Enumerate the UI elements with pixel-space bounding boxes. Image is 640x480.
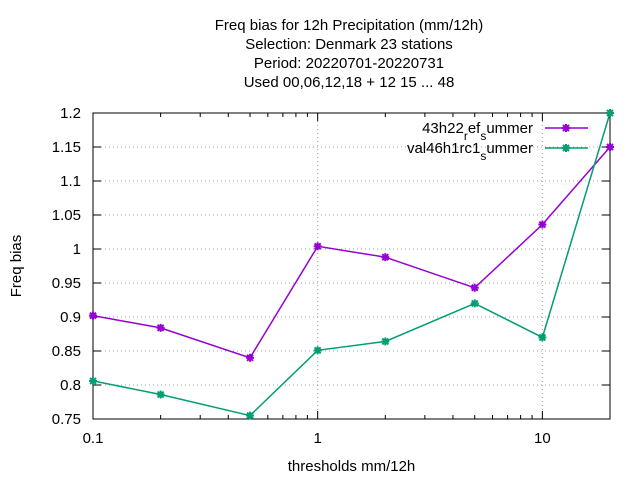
x-tick-label: 0.1 (83, 430, 104, 447)
y-tick-label: 0.85 (52, 343, 81, 360)
data-point-stroke (381, 337, 390, 346)
chart-title-line: Period: 20220701-20220731 (254, 55, 444, 72)
data-point (538, 333, 547, 342)
chart-title-line: Used 00,06,12,18 + 12 15 ... 48 (244, 74, 455, 91)
data-point-stroke (156, 390, 165, 399)
axis-ticks: 0.75 0.8 0.85 0.9 0.95 1 1.05 1.1 1.15 1.2 0.1 1 10 (52, 105, 611, 447)
data-point-stroke (606, 143, 614, 151)
legend-label-part: ummer (486, 140, 533, 157)
data-point-stroke (606, 109, 614, 117)
data-point-stroke (538, 220, 547, 229)
data-point (606, 143, 614, 151)
legend-label: 43h22refsummer (422, 120, 533, 143)
data-point-stroke (313, 242, 322, 250)
data-point (89, 376, 97, 385)
y-tick-label: 0.75 (52, 411, 81, 428)
data-point-stroke (562, 124, 570, 132)
chart-title-line: Selection: Denmark 23 stations (245, 36, 453, 53)
data-point (89, 311, 97, 320)
legend-label-part: ummer (486, 120, 533, 137)
data-point-stroke (246, 411, 254, 420)
data-point-stroke (89, 377, 97, 385)
y-axis-label: Freq bias (8, 235, 25, 298)
data-point-stroke (246, 354, 254, 362)
data-point-stroke (156, 324, 165, 332)
data-point-stroke (471, 299, 479, 308)
y-tick-label: 0.95 (52, 275, 81, 292)
legend-label-part: 43h22 (422, 120, 464, 137)
y-tick-label: 1.15 (52, 139, 81, 156)
chart-title: Freq bias for 12h Precipitation (mm/12h)… (215, 17, 483, 91)
data-point-stroke (471, 284, 479, 292)
series-line-0 (92, 146, 611, 359)
legend-label: val46h1rc1summer (407, 140, 533, 163)
x-tick-label: 10 (534, 430, 551, 447)
y-tick-label: 1 (73, 241, 81, 258)
data-point-stroke (89, 311, 97, 320)
data-point (156, 323, 165, 332)
legend-label-part: ef (468, 120, 481, 137)
y-tick-label: 0.8 (60, 377, 81, 394)
data-point (470, 299, 479, 308)
legend-label-part: val46h1rc1 (407, 140, 480, 157)
y-tick-label: 0.9 (60, 309, 81, 326)
legend-label-part: r (464, 129, 468, 143)
y-tick-label: 1.05 (52, 207, 81, 224)
x-axis-label: thresholds mm/12h (288, 458, 416, 475)
legend-entry: val46h1rc1summer (407, 140, 588, 163)
data-point (156, 390, 165, 399)
data-point (470, 283, 479, 292)
data-point (606, 109, 614, 117)
data-point (562, 124, 570, 132)
chart-title-line: Freq bias for 12h Precipitation (mm/12h) (215, 17, 483, 34)
data-point (246, 353, 255, 362)
data-point-stroke (313, 346, 322, 355)
grid (93, 113, 610, 419)
data-point-stroke (381, 253, 390, 261)
data-point-stroke (562, 144, 570, 152)
data-point (562, 144, 570, 152)
data-point (246, 411, 255, 420)
data-point (381, 337, 390, 346)
y-tick-label: 1.2 (60, 105, 81, 122)
series (89, 109, 614, 420)
y-tick-label: 1.1 (60, 173, 81, 190)
legend-label-part: s (480, 129, 486, 143)
plot-frame (92, 112, 611, 420)
data-point (313, 346, 322, 355)
data-point (313, 242, 322, 251)
legend-entry: 43h22refsummer (422, 120, 588, 143)
x-tick-label: 1 (314, 430, 322, 447)
data-point-stroke (538, 333, 547, 342)
data-point (538, 220, 547, 229)
legend-label-part: s (480, 149, 486, 163)
data-point (381, 253, 390, 262)
series-line-1 (92, 112, 611, 417)
